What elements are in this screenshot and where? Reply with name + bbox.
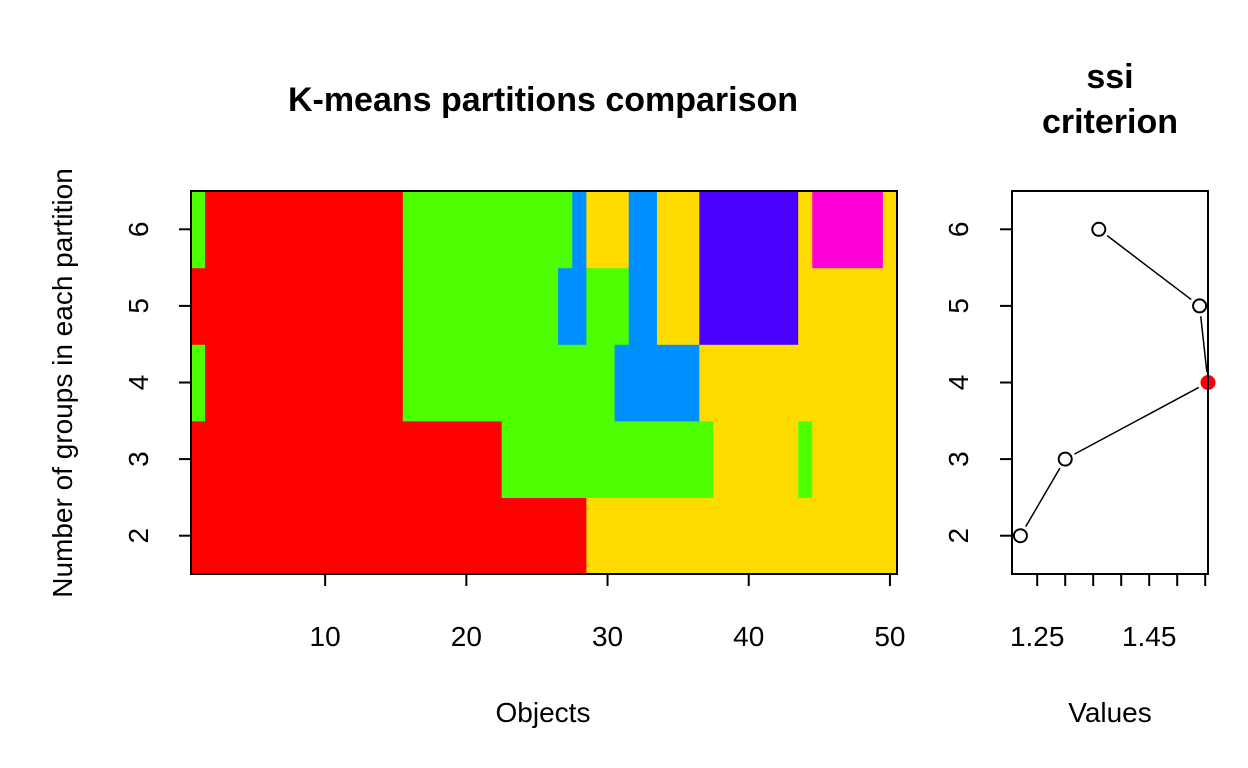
heatmap-cell-k6-1-1 xyxy=(191,191,206,269)
heatmap-cell-k5-44-50 xyxy=(798,267,898,345)
heatmap-cell-k6-45-49 xyxy=(812,191,884,269)
heatmap-title: K-means partitions comparison xyxy=(288,81,798,119)
ssi-point-k2 xyxy=(1012,528,1028,544)
heatmap-cell-k3-44-44 xyxy=(798,420,813,498)
ssi-segment xyxy=(1199,316,1208,373)
heatmap-cell-k3-23-37 xyxy=(501,420,715,498)
heatmap-cell-k6-44-44 xyxy=(798,191,813,269)
ssi-y-tick-label: 6 xyxy=(943,222,974,238)
heatmap-cell-k3-38-43 xyxy=(713,420,799,498)
heatmap-cell-k6-34-36 xyxy=(656,191,700,269)
heatmap-x-tick-label: 40 xyxy=(733,621,764,652)
heatmap-y-tick-label: 4 xyxy=(123,375,154,391)
heatmap-cell-k5-1-15 xyxy=(191,267,404,345)
heatmap-cell-k4-16-30 xyxy=(402,344,616,422)
heatmap-cell-k5-32-33 xyxy=(628,267,658,345)
heatmap-cell-k5-34-36 xyxy=(656,267,700,345)
heatmap-cell-k5-37-43 xyxy=(699,267,799,345)
ssi-y-ticks: 2 3 4 5 6 xyxy=(943,222,1012,544)
ssi-plot-frame xyxy=(1011,190,1209,575)
ssi-x-tick-label: 1.25 xyxy=(1010,621,1065,652)
heatmap-y-tick-label: 5 xyxy=(123,298,154,314)
ssi-x-ticks: 1.25 1.45 xyxy=(1010,574,1207,652)
heatmap-x-tick-label: 50 xyxy=(874,621,905,652)
heatmap-cell-k6-16-27 xyxy=(402,191,573,269)
heatmap-cell-k3-1-22 xyxy=(191,420,503,498)
heatmap-cell-k6-28-28 xyxy=(572,191,587,269)
ssi-point-k5 xyxy=(1192,298,1208,314)
ssi-connecting-lines xyxy=(1025,235,1208,528)
heatmap-cell-k3-45-50 xyxy=(812,420,898,498)
ssi-segment xyxy=(1074,386,1200,455)
heatmap-y-tick-label: 2 xyxy=(123,528,154,544)
heatmap-cells xyxy=(191,191,898,575)
heatmap-cell-k2-29-50 xyxy=(586,497,898,575)
heatmap-y-tick-label: 3 xyxy=(123,451,154,467)
heatmap-y-ticks: 2 3 4 5 6 xyxy=(123,222,191,544)
heatmap-cell-k6-50-50 xyxy=(882,191,898,269)
ssi-x-tick-label: 1.45 xyxy=(1122,621,1177,652)
heatmap-cell-k4-1-1 xyxy=(191,344,206,422)
heatmap-cell-k6-2-15 xyxy=(205,191,404,269)
heatmap-cell-k5-27-28 xyxy=(558,267,587,345)
ssi-point-k3 xyxy=(1057,451,1073,467)
ssi-point-k6 xyxy=(1091,221,1107,237)
heatmap-x-ticks: 10 20 30 40 50 xyxy=(310,574,906,652)
heatmap-plot-frame xyxy=(190,190,898,575)
ssi-segment xyxy=(1106,235,1192,301)
heatmap-x-tick-label: 20 xyxy=(451,621,482,652)
heatmap-cell-k6-32-33 xyxy=(628,191,658,269)
ssi-y-tick-label: 2 xyxy=(943,528,974,544)
ssi-x-axis-label: Values xyxy=(1068,697,1152,728)
heatmap-cell-k4-31-36 xyxy=(614,344,700,422)
ssi-y-tick-label: 4 xyxy=(943,375,974,391)
ssi-segment xyxy=(1025,467,1061,528)
heatmap-cell-k5-29-31 xyxy=(586,267,630,345)
heatmap-y-tick-label: 6 xyxy=(123,222,154,238)
heatmap-cell-k2-1-28 xyxy=(191,497,587,575)
heatmap-y-axis-label: Number of groups in each partition xyxy=(47,168,78,598)
heatmap-cell-k6-37-43 xyxy=(699,191,799,269)
heatmap-cell-k6-29-31 xyxy=(586,191,630,269)
heatmap-x-tick-label: 10 xyxy=(310,621,341,652)
ssi-y-tick-label: 5 xyxy=(943,298,974,314)
heatmap-x-axis-label: Objects xyxy=(496,697,591,728)
ssi-title-line-2: criterion xyxy=(1042,103,1178,141)
heatmap-cell-k4-37-50 xyxy=(699,344,898,422)
heatmap-cell-k4-2-15 xyxy=(205,344,404,422)
ssi-title-line-1: ssi xyxy=(1086,58,1133,96)
heatmap-cell-k5-16-26 xyxy=(402,267,559,345)
heatmap-x-tick-label: 30 xyxy=(592,621,623,652)
ssi-y-tick-label: 3 xyxy=(943,451,974,467)
